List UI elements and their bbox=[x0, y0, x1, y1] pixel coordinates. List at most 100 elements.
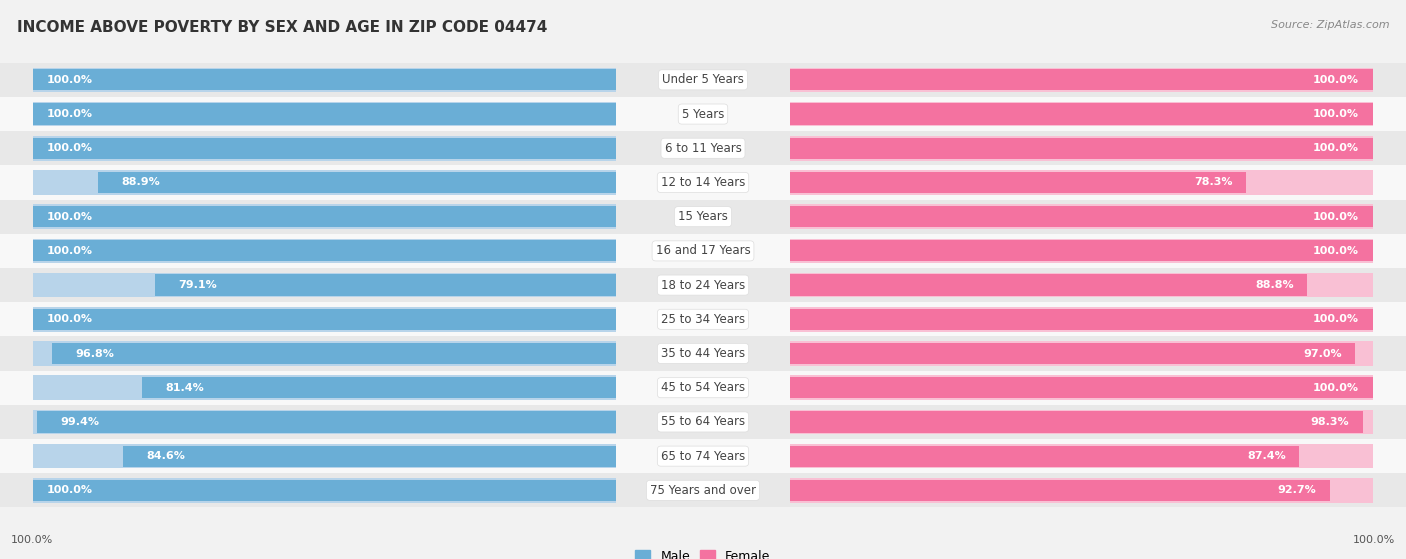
Text: 12 to 14 Years: 12 to 14 Years bbox=[661, 176, 745, 189]
Bar bbox=[790, 172, 1246, 193]
Text: 100.0%: 100.0% bbox=[46, 75, 93, 85]
Text: 99.4%: 99.4% bbox=[60, 417, 100, 427]
Text: 100.0%: 100.0% bbox=[1313, 143, 1360, 153]
Bar bbox=[790, 376, 1372, 400]
Text: 100.0%: 100.0% bbox=[1313, 314, 1360, 324]
Text: 79.1%: 79.1% bbox=[179, 280, 218, 290]
Text: 100.0%: 100.0% bbox=[46, 109, 93, 119]
Text: 100.0%: 100.0% bbox=[1313, 109, 1360, 119]
Text: 15 Years: 15 Years bbox=[678, 210, 728, 223]
Text: 100.0%: 100.0% bbox=[46, 212, 93, 222]
Text: 55 to 64 Years: 55 to 64 Years bbox=[661, 415, 745, 428]
Bar bbox=[0, 97, 1406, 131]
Text: 100.0%: 100.0% bbox=[1353, 535, 1395, 545]
Text: 87.4%: 87.4% bbox=[1247, 451, 1285, 461]
Bar bbox=[0, 63, 1406, 97]
Bar bbox=[52, 343, 616, 364]
Bar bbox=[34, 480, 616, 501]
Bar bbox=[790, 341, 1372, 366]
Text: 65 to 74 Years: 65 to 74 Years bbox=[661, 449, 745, 463]
Bar bbox=[34, 138, 616, 159]
Bar bbox=[34, 68, 616, 92]
Bar bbox=[790, 69, 1372, 91]
Text: Under 5 Years: Under 5 Years bbox=[662, 73, 744, 86]
Bar bbox=[0, 234, 1406, 268]
Text: 100.0%: 100.0% bbox=[46, 485, 93, 495]
Text: 97.0%: 97.0% bbox=[1303, 348, 1341, 358]
Text: 92.7%: 92.7% bbox=[1278, 485, 1316, 495]
Bar bbox=[34, 206, 616, 228]
Bar bbox=[34, 273, 616, 297]
Bar bbox=[0, 337, 1406, 371]
Bar bbox=[98, 172, 616, 193]
Bar bbox=[790, 444, 1372, 468]
Bar bbox=[34, 309, 616, 330]
Bar bbox=[790, 138, 1372, 159]
Text: 75 Years and over: 75 Years and over bbox=[650, 484, 756, 497]
Text: 100.0%: 100.0% bbox=[1313, 212, 1360, 222]
Bar bbox=[34, 103, 616, 125]
Bar bbox=[0, 371, 1406, 405]
Bar bbox=[0, 131, 1406, 165]
Bar bbox=[34, 478, 616, 503]
Bar bbox=[790, 446, 1299, 467]
Bar bbox=[0, 165, 1406, 200]
Bar bbox=[790, 170, 1372, 195]
Text: 6 to 11 Years: 6 to 11 Years bbox=[665, 142, 741, 155]
Bar bbox=[790, 343, 1355, 364]
Text: 84.6%: 84.6% bbox=[146, 451, 186, 461]
Text: 45 to 54 Years: 45 to 54 Years bbox=[661, 381, 745, 394]
Bar bbox=[34, 69, 616, 91]
Bar bbox=[34, 136, 616, 160]
Bar bbox=[790, 478, 1372, 503]
Text: 18 to 24 Years: 18 to 24 Years bbox=[661, 278, 745, 292]
Bar bbox=[37, 411, 616, 433]
Text: 35 to 44 Years: 35 to 44 Years bbox=[661, 347, 745, 360]
Bar bbox=[34, 170, 616, 195]
Text: 81.4%: 81.4% bbox=[166, 383, 204, 393]
Text: 88.9%: 88.9% bbox=[121, 177, 160, 187]
Text: Source: ZipAtlas.com: Source: ZipAtlas.com bbox=[1271, 20, 1389, 30]
Bar bbox=[790, 102, 1372, 126]
Bar bbox=[790, 273, 1372, 297]
Text: 100.0%: 100.0% bbox=[46, 314, 93, 324]
Bar bbox=[0, 200, 1406, 234]
Text: 100.0%: 100.0% bbox=[1313, 246, 1360, 256]
Bar bbox=[34, 102, 616, 126]
Bar bbox=[0, 439, 1406, 473]
Bar bbox=[790, 206, 1372, 228]
Bar bbox=[124, 446, 616, 467]
Text: 100.0%: 100.0% bbox=[46, 143, 93, 153]
Bar bbox=[142, 377, 616, 399]
Legend: Male, Female: Male, Female bbox=[630, 544, 776, 559]
Text: 98.3%: 98.3% bbox=[1310, 417, 1350, 427]
Bar bbox=[34, 307, 616, 331]
Bar bbox=[0, 473, 1406, 508]
Text: 100.0%: 100.0% bbox=[1313, 383, 1360, 393]
Bar bbox=[790, 240, 1372, 262]
Bar bbox=[34, 239, 616, 263]
Bar bbox=[790, 239, 1372, 263]
Bar bbox=[0, 302, 1406, 337]
Bar bbox=[34, 444, 616, 468]
Bar bbox=[790, 377, 1372, 399]
Bar bbox=[790, 309, 1372, 330]
Bar bbox=[0, 268, 1406, 302]
Bar bbox=[790, 205, 1372, 229]
Bar bbox=[34, 240, 616, 262]
Bar bbox=[790, 136, 1372, 160]
Text: INCOME ABOVE POVERTY BY SEX AND AGE IN ZIP CODE 04474: INCOME ABOVE POVERTY BY SEX AND AGE IN Z… bbox=[17, 20, 547, 35]
Bar bbox=[34, 341, 616, 366]
Bar bbox=[790, 410, 1372, 434]
Text: 25 to 34 Years: 25 to 34 Years bbox=[661, 313, 745, 326]
Bar bbox=[790, 274, 1308, 296]
Bar bbox=[34, 205, 616, 229]
Text: 88.8%: 88.8% bbox=[1256, 280, 1294, 290]
Text: 5 Years: 5 Years bbox=[682, 107, 724, 121]
Bar bbox=[0, 405, 1406, 439]
Bar bbox=[34, 410, 616, 434]
Bar bbox=[790, 68, 1372, 92]
Bar bbox=[790, 103, 1372, 125]
Text: 100.0%: 100.0% bbox=[1313, 75, 1360, 85]
Text: 96.8%: 96.8% bbox=[76, 348, 114, 358]
